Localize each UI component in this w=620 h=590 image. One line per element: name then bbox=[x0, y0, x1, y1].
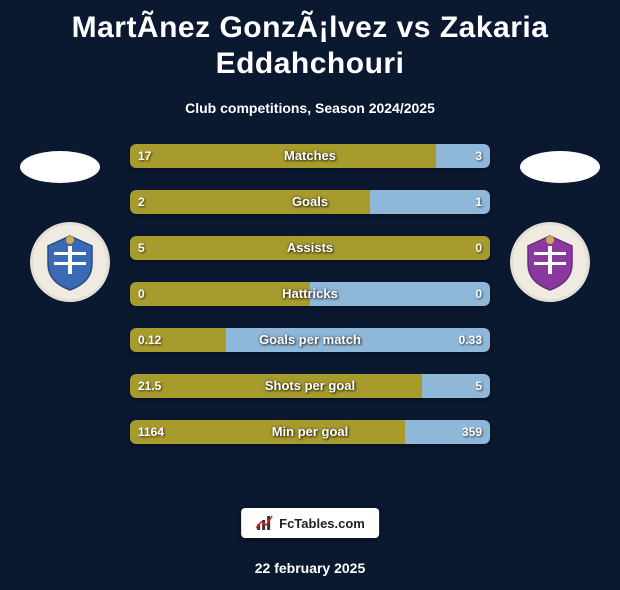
shield-icon bbox=[40, 232, 100, 292]
stat-row: Goals2 1 bbox=[130, 190, 490, 214]
stat-label: Assists bbox=[130, 236, 490, 260]
stat-value-left: 17 bbox=[130, 144, 159, 168]
club-crest-right bbox=[510, 222, 590, 302]
stat-value-right: 1 bbox=[467, 190, 490, 214]
stat-value-left: 1164 bbox=[130, 420, 172, 444]
chart-icon bbox=[255, 514, 275, 532]
stat-label: Goals per match bbox=[130, 328, 490, 352]
footer-brand-text: FcTables.com bbox=[279, 516, 365, 531]
stat-label: Goals bbox=[130, 190, 490, 214]
stat-row: Hattricks0 0 bbox=[130, 282, 490, 306]
club-crest-left bbox=[30, 222, 110, 302]
stat-row: Assists5 0 bbox=[130, 236, 490, 260]
comparison-chart: Matches173Goals21Assists50Hattricks00Goa… bbox=[0, 144, 620, 494]
stat-value-right: 0 bbox=[467, 236, 490, 260]
stat-label: Hattricks bbox=[130, 282, 490, 306]
page-title: MartÃ­nez GonzÃ¡lvez vs Zakaria Eddahcho… bbox=[0, 10, 620, 82]
stat-row: Goals per match0.12 0.33 bbox=[130, 328, 490, 352]
flag-left bbox=[20, 151, 100, 183]
stat-row: Matches17 3 bbox=[130, 144, 490, 168]
stat-value-left: 0 bbox=[130, 282, 153, 306]
stat-row: Shots per goal21.5 5 bbox=[130, 374, 490, 398]
stat-label: Shots per goal bbox=[130, 374, 490, 398]
footer-brand: FcTables.com bbox=[241, 508, 379, 538]
subtitle: Club competitions, Season 2024/2025 bbox=[0, 100, 620, 116]
stat-value-left: 0.12 bbox=[130, 328, 169, 352]
stat-value-right: 3 bbox=[467, 144, 490, 168]
stat-value-right: 0.33 bbox=[451, 328, 490, 352]
stat-value-right: 0 bbox=[467, 282, 490, 306]
stat-row: Min per goal1164 359 bbox=[130, 420, 490, 444]
stat-value-right: 5 bbox=[467, 374, 490, 398]
stat-bars: Matches173Goals21Assists50Hattricks00Goa… bbox=[130, 144, 490, 466]
stat-value-right: 359 bbox=[454, 420, 490, 444]
stat-label: Min per goal bbox=[130, 420, 490, 444]
stat-label: Matches bbox=[130, 144, 490, 168]
stat-value-left: 2 bbox=[130, 190, 153, 214]
stat-value-left: 5 bbox=[130, 236, 153, 260]
stat-value-left: 21.5 bbox=[130, 374, 169, 398]
shield-icon bbox=[520, 232, 580, 292]
flag-right bbox=[520, 151, 600, 183]
footer-date: 22 february 2025 bbox=[0, 560, 620, 576]
